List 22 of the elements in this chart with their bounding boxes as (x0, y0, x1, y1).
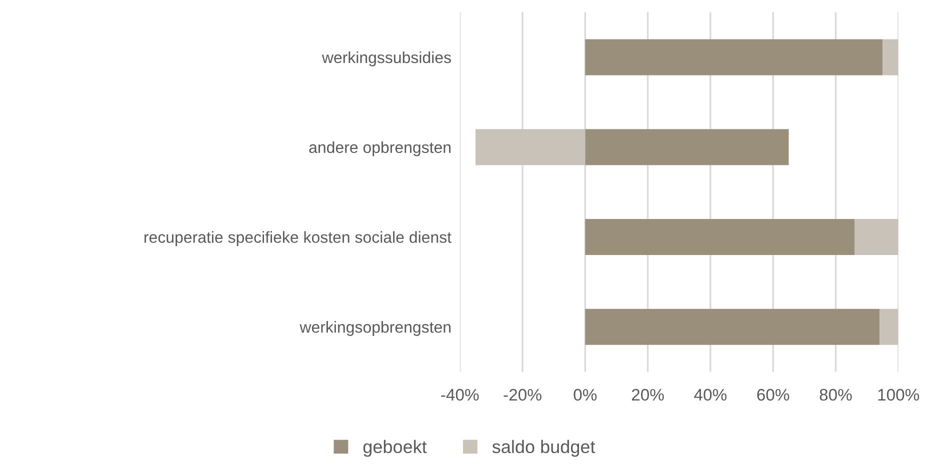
y-tick-label: werkingsopbrengsten (300, 321, 450, 336)
bar (880, 308, 898, 345)
bar (585, 39, 883, 76)
legend-label: saldo budget (492, 440, 596, 457)
x-tick-label: -40% (441, 388, 479, 401)
y-tick-label: werkingssubsidies (322, 51, 451, 66)
x-tick-label: 40% (694, 388, 727, 401)
legend-label: geboekt (363, 440, 427, 457)
x-tick-label: 60% (757, 388, 790, 401)
y-tick-label: recuperatie specifieke kosten sociale dienst (144, 231, 452, 246)
bar (476, 129, 586, 166)
x-tick-label: -20% (504, 388, 542, 401)
x-tick-label: 100% (878, 388, 920, 401)
bar (585, 219, 854, 255)
x-tick-label: 80% (820, 388, 852, 401)
bar (882, 39, 898, 76)
bar (854, 219, 898, 255)
bar (585, 129, 789, 166)
x-tick-label: 0% (574, 388, 597, 401)
bar (585, 308, 880, 345)
y-tick-label: andere opbrengsten (309, 141, 450, 156)
x-tick-label: 20% (632, 388, 664, 401)
